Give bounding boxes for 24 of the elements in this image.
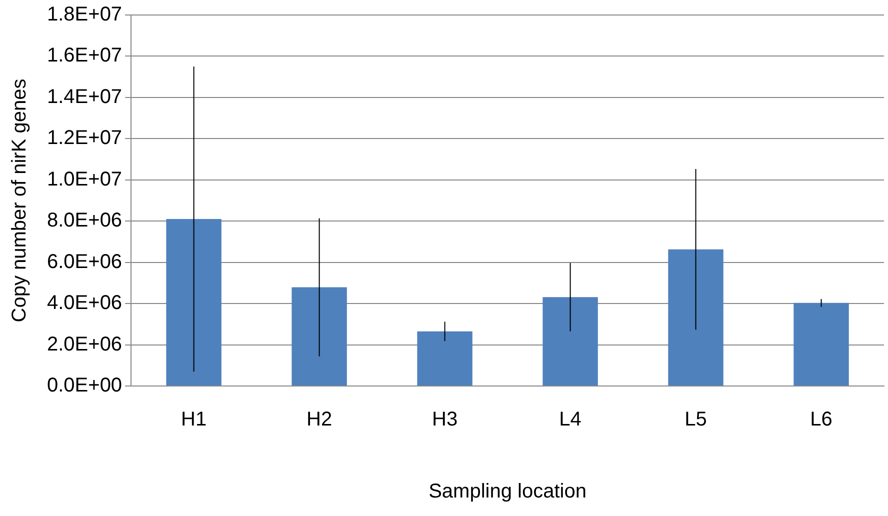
y-tick-label: 8.0E+06 xyxy=(46,210,122,232)
y-axis-title: Copy number of nirK genes xyxy=(8,78,31,322)
x-tick-label: H1 xyxy=(181,408,207,431)
x-tick-label: L4 xyxy=(559,408,582,431)
y-tick-label: 1.0E+07 xyxy=(46,168,122,190)
bar xyxy=(166,219,222,386)
y-tick-label: 1.4E+07 xyxy=(46,86,122,108)
y-tick-label: 1.8E+07 xyxy=(46,4,122,26)
y-tick-label: 1.6E+07 xyxy=(46,44,122,67)
bar xyxy=(794,302,849,386)
bar xyxy=(417,331,472,386)
y-tick-label: 6.0E+06 xyxy=(46,250,122,273)
x-axis-title: Sampling location xyxy=(428,480,586,503)
x-tick-label: L6 xyxy=(810,408,832,431)
y-tick-label: 0.0E+00 xyxy=(46,374,122,397)
bar xyxy=(292,287,347,386)
y-tick-label: 2.0E+06 xyxy=(46,333,122,356)
y-tick-label: 1.2E+07 xyxy=(46,127,122,150)
bar xyxy=(668,249,724,386)
y-tick-label: 4.0E+06 xyxy=(46,292,122,314)
bar xyxy=(542,297,598,386)
x-tick-label: H2 xyxy=(306,408,332,431)
x-tick-label: H3 xyxy=(432,408,458,431)
x-tick-label: L5 xyxy=(684,408,707,431)
